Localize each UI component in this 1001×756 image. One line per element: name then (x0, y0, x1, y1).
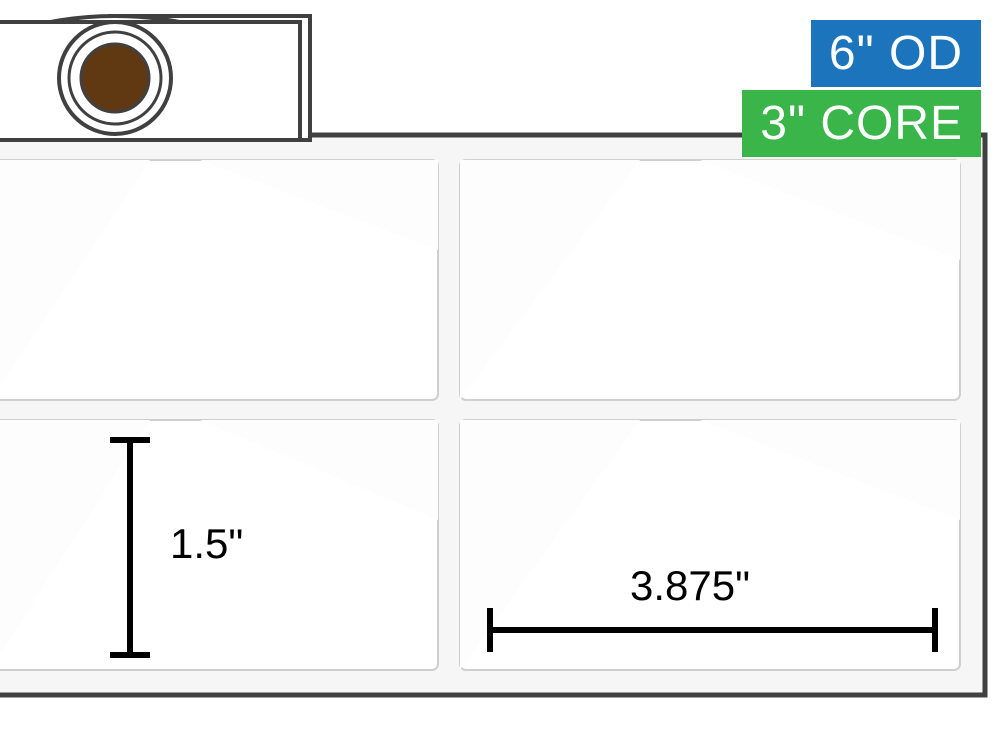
label-panel-top-left (0, 160, 438, 400)
height-value: 1.5" (170, 520, 243, 568)
label-diagram: 6" OD 3" CORE 1.5" 3.875" (0, 0, 1001, 751)
core-badge: 3" CORE (742, 90, 981, 157)
label-panel-top-right (460, 160, 960, 400)
roll-core (81, 44, 149, 112)
od-badge: 6" OD (811, 20, 981, 87)
width-value: 3.875" (630, 562, 750, 610)
roll-assembly (0, 22, 300, 140)
